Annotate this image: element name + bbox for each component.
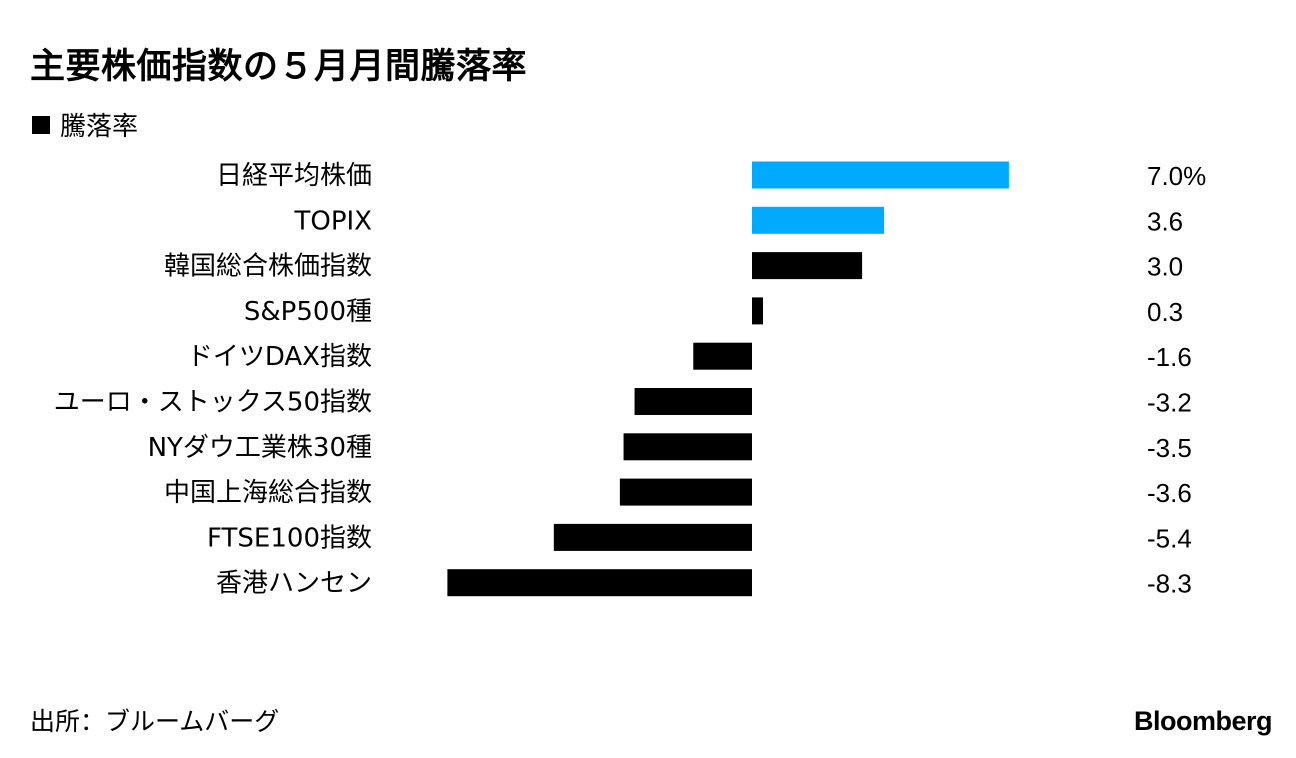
value-label-2: 3.0 [1147, 252, 1183, 282]
bar-0 [752, 161, 1009, 189]
value-label-9: -8.3 [1147, 569, 1192, 599]
category-label-4: ドイツDAX指数 [187, 342, 372, 372]
legend-swatch [32, 115, 50, 134]
value-label-5: -3.2 [1147, 388, 1192, 418]
category-label-5: ユーロ・ストックス50指数 [54, 388, 372, 418]
category-label-7: 中国上海総合指数 [164, 478, 372, 508]
value-label-8: -5.4 [1147, 523, 1192, 553]
bar-5 [634, 388, 752, 415]
legend-label: 騰落率 [60, 112, 139, 142]
value-label-0: 7.0% [1147, 161, 1206, 191]
category-label-1: TOPIX [293, 206, 372, 236]
legend: 騰落率 [32, 106, 138, 143]
category-label-8: FTSE100指数 [207, 523, 372, 553]
source-note: 出所：ブルームバーグ [30, 707, 280, 736]
value-label-6: -3.5 [1147, 433, 1192, 463]
bar-8 [553, 523, 752, 551]
bar-9 [447, 569, 752, 597]
value-label-7: -3.6 [1147, 478, 1192, 508]
bar-3 [752, 297, 764, 325]
bloomberg-logo: Bloomberg [1133, 706, 1273, 736]
category-label-9: 香港ハンセン [216, 569, 372, 599]
category-label-0: 日経平均株価 [216, 161, 372, 191]
category-label-3: S&P500種 [244, 297, 372, 327]
chart-title: 主要株価指数の５月月間騰落率 [30, 47, 528, 87]
bar-1 [752, 206, 885, 234]
value-label-4: -1.6 [1147, 342, 1192, 372]
category-label-6: NYダウ工業株30種 [148, 433, 372, 463]
bar-2 [752, 252, 863, 280]
bar-7 [619, 478, 752, 506]
value-label-3: 0.3 [1147, 297, 1183, 327]
bar-4 [693, 342, 752, 370]
bar-6 [623, 433, 752, 461]
value-label-1: 3.6 [1147, 206, 1183, 236]
category-label-2: 韓国総合株価指数 [164, 252, 372, 282]
